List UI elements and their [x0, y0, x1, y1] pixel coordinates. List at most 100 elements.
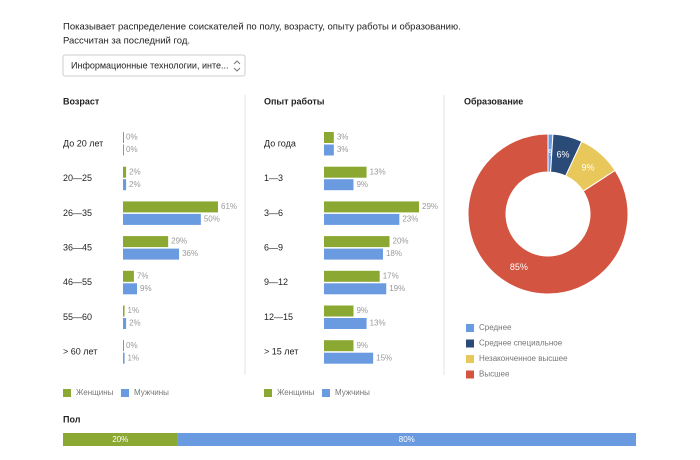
value-label: 0%: [126, 133, 138, 142]
value-label: 23%: [402, 215, 418, 224]
dropdown-arrow[interactable]: [233, 60, 241, 72]
value-label: 36%: [182, 249, 198, 258]
category-label: До года: [264, 138, 296, 148]
value-label: 80%: [399, 435, 415, 444]
value-label: 17%: [383, 271, 399, 280]
bar: [123, 213, 201, 225]
legend-label: Мужчины: [134, 388, 169, 397]
value-label: 9%: [356, 180, 368, 189]
legend-swatch: [466, 355, 474, 363]
legend-label: Среднее: [479, 323, 512, 332]
category-label: 1—3: [264, 173, 283, 183]
legend-swatch: [121, 389, 129, 397]
bar: [324, 132, 334, 143]
category-label: 26—35: [63, 208, 92, 218]
value-label: 2%: [129, 167, 141, 176]
bar: [123, 144, 124, 156]
description: Рассчитан за последний год.: [63, 36, 190, 47]
legend-swatch: [466, 370, 474, 379]
legend-swatch: [322, 389, 330, 397]
dropdown[interactable]: [62, 54, 246, 77]
category-label: 20—25: [63, 173, 92, 183]
category-label: 9—12: [264, 277, 288, 287]
bar: [324, 270, 380, 282]
value-label: 9%: [356, 306, 368, 315]
value-label: 20%: [112, 435, 128, 444]
value-label: 29%: [171, 237, 187, 246]
donut-segment: [467, 133, 629, 295]
bar: [324, 305, 354, 317]
value-label: 6%: [557, 149, 570, 159]
value-label: 9%: [582, 162, 595, 172]
bar: [123, 248, 180, 260]
bar: [324, 236, 390, 248]
bar: [324, 352, 374, 364]
bar: [324, 166, 367, 178]
value-label: 13%: [370, 319, 386, 328]
value-label: 20%: [393, 237, 409, 246]
chart-title: Опыт работы: [264, 96, 325, 106]
bar: [324, 248, 383, 260]
category-label: 6—9: [264, 242, 283, 252]
value-label: 19%: [389, 284, 405, 293]
bar: [123, 270, 134, 282]
category-label: 46—55: [63, 277, 92, 287]
description: Показывает распределение соискателей по …: [63, 22, 461, 33]
chart-title: Образование: [464, 96, 523, 106]
value-label: 9%: [140, 284, 152, 293]
legend-label: Женщины: [277, 388, 315, 397]
bar: [123, 201, 218, 213]
category-label: 3—6: [264, 208, 283, 218]
bar: [324, 213, 400, 225]
bar: [324, 201, 419, 213]
bar: [123, 236, 169, 248]
value-label: 13%: [370, 167, 386, 176]
value-label: 7%: [137, 271, 149, 280]
bar: [324, 283, 387, 295]
value-label: 29%: [422, 202, 438, 211]
category-label: До 20 лет: [63, 138, 103, 148]
value-label: 0%: [126, 145, 138, 154]
value-label: 3%: [337, 133, 349, 142]
category-label: > 60 лет: [63, 347, 97, 357]
dropdown-text[interactable]: Информационные технологии, инте...: [71, 60, 228, 70]
value-label: 9%: [356, 341, 368, 350]
bar: [123, 318, 127, 329]
category-label: 12—15: [264, 312, 293, 322]
category-label: 36—45: [63, 242, 92, 252]
bar: [123, 352, 125, 364]
legend-label: Незаконченное высшее: [479, 354, 568, 363]
value-label: 18%: [386, 249, 402, 258]
bar: [324, 179, 354, 191]
chart-title: Возраст: [63, 96, 100, 106]
bar-segment: [177, 433, 636, 446]
legend-swatch: [466, 339, 474, 348]
bar: [123, 132, 124, 143]
value-label: 1%: [543, 147, 556, 157]
value-label: 2%: [129, 180, 141, 189]
chart-title: Пол: [63, 414, 81, 424]
legend-label: Женщины: [76, 388, 114, 397]
legend-swatch: [63, 389, 71, 397]
legend-label: Мужчины: [335, 388, 370, 397]
bar: [123, 179, 127, 191]
bar: [324, 318, 367, 329]
bar: [123, 305, 125, 317]
value-label: 50%: [204, 215, 220, 224]
value-label: 1%: [128, 306, 140, 315]
value-label: 2%: [129, 319, 141, 328]
bar: [324, 340, 354, 352]
legend-label: Высшее: [479, 370, 510, 379]
bar: [123, 166, 127, 178]
value-label: 3%: [337, 145, 349, 154]
bar: [324, 144, 334, 156]
legend-swatch: [264, 389, 272, 397]
value-label: 85%: [510, 262, 528, 272]
value-label: 61%: [221, 202, 237, 211]
legend-swatch: [466, 324, 474, 332]
value-label: 1%: [128, 353, 140, 362]
value-label: 0%: [126, 341, 138, 350]
legend-label: Среднее специальное: [479, 339, 563, 348]
value-label: 15%: [376, 353, 392, 362]
